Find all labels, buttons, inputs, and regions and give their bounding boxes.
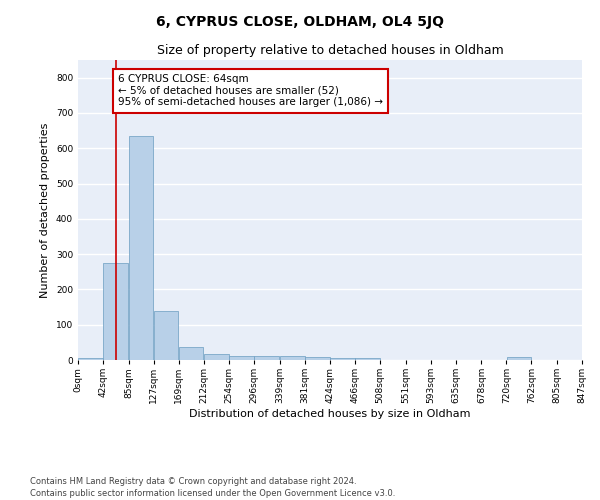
Bar xyxy=(506,357,531,360)
Y-axis label: Number of detached properties: Number of detached properties xyxy=(40,122,50,298)
Text: 6 CYPRUS CLOSE: 64sqm
← 5% of detached houses are smaller (52)
95% of semi-detac: 6 CYPRUS CLOSE: 64sqm ← 5% of detached h… xyxy=(118,74,383,108)
Bar xyxy=(280,356,305,360)
Text: 6, CYPRUS CLOSE, OLDHAM, OL4 5JQ: 6, CYPRUS CLOSE, OLDHAM, OL4 5JQ xyxy=(156,15,444,29)
Text: Contains HM Land Registry data © Crown copyright and database right 2024.
Contai: Contains HM Land Registry data © Crown c… xyxy=(30,476,395,498)
Bar xyxy=(254,356,279,360)
Bar xyxy=(129,136,154,360)
Bar xyxy=(229,356,254,360)
Bar xyxy=(331,358,355,360)
Bar xyxy=(355,358,380,360)
Bar xyxy=(179,346,203,360)
Bar xyxy=(204,354,229,360)
Bar xyxy=(305,357,329,360)
Title: Size of property relative to detached houses in Oldham: Size of property relative to detached ho… xyxy=(157,44,503,58)
Bar xyxy=(78,358,103,360)
Bar xyxy=(103,263,128,360)
X-axis label: Distribution of detached houses by size in Oldham: Distribution of detached houses by size … xyxy=(189,409,471,419)
Bar xyxy=(154,310,178,360)
